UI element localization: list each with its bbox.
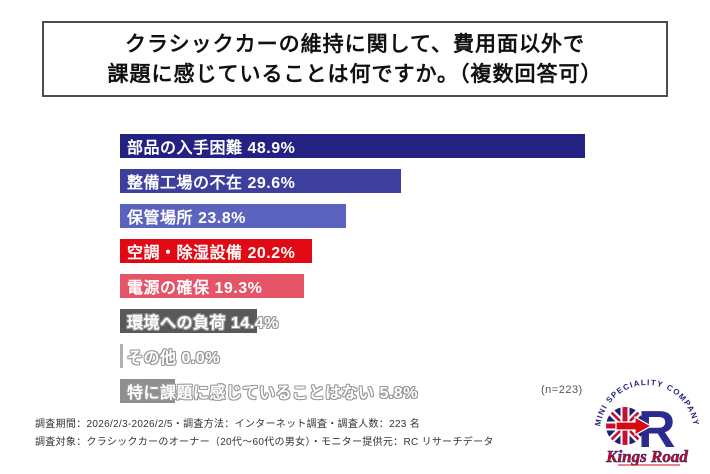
arrow-right-icon	[615, 415, 653, 437]
sample-size-note: (n=223)	[541, 384, 583, 396]
bar-label: 環境への負荷 14.4%	[127, 315, 279, 332]
chart-title-line1: クラシックカーの維持に関して、費用面以外で	[125, 32, 585, 56]
bar	[120, 344, 123, 368]
bar-chart: 部品の入手困難 48.9% 整備工場の不在 29.6% 保管場所 23.8% 空調・除…	[120, 134, 695, 415]
bar	[120, 204, 347, 228]
survey-footer-line1: 調査期間：2026/2/3-2026/2/5・調査方法：インターネット調査・調査…	[35, 419, 421, 430]
bar-row: 部品の入手困難 48.9%	[120, 134, 695, 158]
chart-title-box: クラシックカーの維持に関して、費用面以外で 課題に感じていることは何ですか。（複…	[42, 21, 668, 97]
bar-row: 保管場所 23.8%	[120, 204, 695, 228]
bar-label: 電源の確保 19.3%	[127, 280, 263, 297]
bar-row: 空調・除湿設備 20.2%	[120, 239, 695, 263]
bar-row: その他 0.0%	[120, 344, 695, 368]
bar-row: 電源の確保 19.3%	[120, 274, 695, 298]
bar-label: 空調・除湿設備 20.2%	[127, 245, 296, 262]
bar-label: 部品の入手困難 48.9%	[127, 140, 296, 157]
bar-label: 特に課題に感じていることはない 5.8%	[127, 385, 418, 402]
survey-footer-line2: 調査対象：クラシックカーのオーナー（20代～60代の男女）・モニター提供元：RC…	[35, 437, 494, 448]
bar-row: 特に課題に感じていることはない 5.8%	[120, 379, 695, 403]
chart-title-line2: 課題に感じていることは何ですか。（複数回答可）	[107, 62, 603, 86]
bar	[120, 169, 402, 193]
bar	[120, 379, 176, 403]
logo-brand-text: Kings Road	[605, 447, 688, 466]
bar-label: 整備工場の不在 29.6%	[127, 175, 296, 192]
bar	[120, 309, 257, 333]
bar	[120, 239, 313, 263]
bar	[120, 134, 585, 158]
kings-road-logo-svg: MINI SPECIALITY COMPANY R Kings Road	[593, 378, 699, 466]
kings-road-logo: MINI SPECIALITY COMPANY R Kings Road	[588, 358, 706, 470]
bar-label: その他 0.0%	[127, 350, 220, 367]
bar-row: 環境への負荷 14.4%	[120, 309, 695, 333]
survey-footer: 調査期間：2026/2/3-2026/2/5・調査方法：インターネット調査・調査…	[35, 416, 494, 452]
bar-row: 整備工場の不在 29.6%	[120, 169, 695, 193]
bar-label: 保管場所 23.8%	[127, 210, 246, 227]
bar	[120, 274, 304, 298]
